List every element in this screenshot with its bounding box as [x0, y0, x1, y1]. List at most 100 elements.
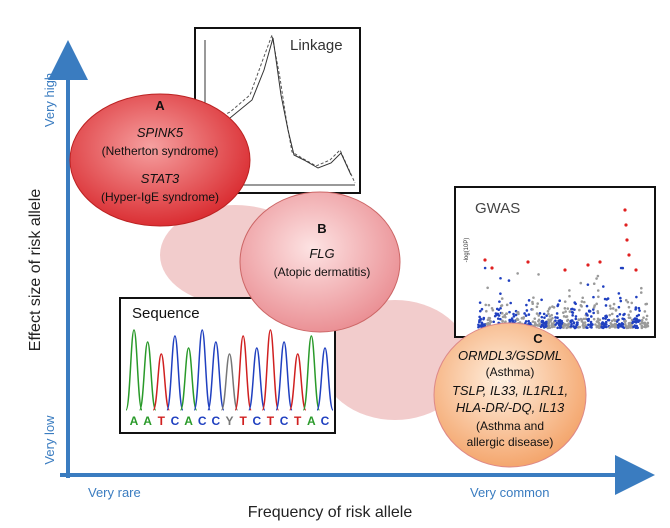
gwas-dot [543, 316, 546, 319]
base-letter: T [158, 414, 166, 428]
gwas-dot [631, 320, 635, 324]
trace-peak [302, 335, 321, 411]
gwas-dot [635, 314, 639, 318]
panel-axis-label: -log(10P) [464, 238, 470, 263]
gwas-dot [546, 309, 550, 313]
trace-peak [234, 335, 252, 411]
gwas-dot [635, 295, 638, 299]
gwas-dot [637, 306, 641, 310]
disease-text: allergic disease) [467, 435, 554, 449]
gwas-dot [585, 312, 588, 315]
gwas-dot [621, 317, 624, 320]
gwas-dot [601, 317, 605, 320]
gwas-dot [636, 319, 640, 323]
gwas-dot [605, 323, 608, 326]
gwas-dot [536, 302, 540, 305]
gwas-dot [478, 301, 482, 304]
gwas-dot [646, 321, 650, 325]
gwas-dot [494, 312, 498, 315]
gwas-dot [543, 321, 547, 325]
gwas-dot [523, 312, 526, 315]
trace-peak [207, 341, 225, 411]
base-letter: C [252, 414, 261, 428]
gwas-dot [571, 307, 574, 311]
gwas-dot [596, 311, 600, 315]
panel-title: Linkage [290, 37, 343, 54]
trace-peak [275, 341, 293, 411]
gwas-dot [507, 279, 511, 282]
panel-frame [454, 186, 656, 338]
gwas-dot [622, 313, 625, 317]
gwas-dot [604, 320, 608, 324]
gwas-dot [520, 316, 524, 320]
gwas-dot [606, 297, 610, 300]
gwas-dot [574, 315, 578, 318]
gwas-dot [622, 326, 626, 329]
gwas-dot [566, 307, 570, 310]
gwas-dot [480, 321, 484, 325]
gwas-dot [554, 316, 557, 319]
gwas-hit [634, 268, 638, 272]
gwas-dot [581, 296, 585, 300]
gwas-dot [582, 300, 586, 304]
gwas-dot [572, 321, 576, 325]
linkage-curve [204, 33, 356, 184]
gwas-dot [614, 309, 618, 312]
gwas-dot [624, 323, 627, 326]
disease-text: (Hyper-IgE syndrome) [101, 190, 219, 204]
gwas-dot [545, 314, 548, 317]
gwas-dot [542, 312, 546, 316]
trace-peak [138, 341, 157, 411]
gwas-dot [548, 306, 552, 309]
gwas-dot [617, 292, 621, 295]
gwas-dot [592, 282, 596, 286]
gwas-panel: GWAS -log(10P) [454, 186, 656, 338]
gwas-dot [527, 319, 530, 323]
gwas-dot [496, 317, 500, 320]
gwas-dot [610, 312, 614, 316]
gwas-dot [560, 319, 564, 323]
gwas-dot [492, 320, 496, 324]
gwas-dot [562, 315, 566, 318]
gwas-dot [547, 324, 551, 328]
gwas-dot [511, 319, 514, 322]
gwas-dot [616, 314, 619, 318]
gwas-hit [625, 238, 629, 242]
gwas-dot [571, 314, 574, 317]
x-axis-title: Frequency of risk allele [248, 504, 413, 521]
gwas-dot [548, 326, 552, 330]
gwas-dot [499, 292, 502, 295]
gwas-dot [630, 324, 633, 327]
gwas-dot [645, 318, 648, 321]
base-letter: T [239, 414, 247, 428]
gwas-dot [602, 285, 605, 288]
group-label: C [533, 331, 543, 346]
gwas-dot [607, 318, 611, 322]
base-letter: A [143, 414, 152, 428]
gwas-dot [485, 309, 488, 313]
gwas-dot [479, 317, 482, 321]
base-letter: A [130, 414, 139, 428]
gwas-dot [642, 316, 645, 320]
gwas-dot [538, 322, 541, 325]
gwas-dot [487, 316, 491, 320]
gwas-dot [582, 317, 586, 321]
gwas-dot [638, 309, 641, 312]
gwas-dot [577, 326, 580, 329]
gwas-dot [585, 304, 589, 308]
gwas-dot [487, 303, 491, 307]
base-letter: T [267, 414, 275, 428]
gwas-dot [538, 312, 542, 315]
gene-text: SPINK5 [137, 125, 184, 140]
gwas-dot [540, 298, 543, 302]
gwas-dot [619, 299, 623, 303]
gwas-dot [613, 322, 617, 326]
gwas-dot [499, 304, 503, 308]
trace-peak [288, 353, 307, 411]
gwas-dot [551, 324, 555, 328]
y-low-label: Very low [42, 415, 57, 465]
gwas-dot [534, 322, 537, 326]
gwas-dot [602, 321, 605, 325]
panel-title: Sequence [132, 305, 200, 322]
gwas-dot [525, 309, 529, 312]
